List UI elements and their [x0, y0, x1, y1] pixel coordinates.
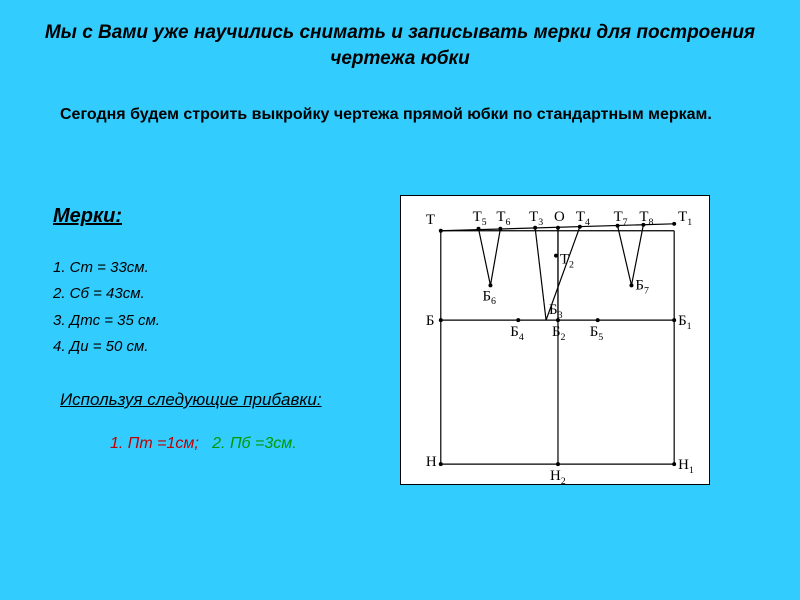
svg-text:Н1: Н1	[678, 457, 694, 476]
allowances-heading: Используя следующие прибавки:	[60, 390, 322, 410]
allowances-values: 1. Пт =1см; 2. Пб =3см.	[110, 435, 297, 453]
svg-text:О: О	[554, 209, 565, 225]
slide-title: Мы с Вами уже научились снимать и записы…	[40, 20, 760, 71]
svg-text:Т4: Т4	[576, 209, 590, 228]
svg-text:Н: Н	[426, 454, 437, 470]
list-item: 1. Ст = 33см.	[53, 255, 160, 281]
svg-text:Б1: Б1	[678, 313, 692, 332]
allowance-pb: 2. Пб =3см.	[212, 435, 296, 452]
list-item: 3. Дтс = 35 см.	[53, 308, 160, 334]
list-item: 2. Сб = 43см.	[53, 281, 160, 307]
allowance-pt: 1. Пт =1см;	[110, 435, 199, 452]
svg-text:Б6: Б6	[483, 288, 497, 307]
svg-text:Т2: Т2	[560, 252, 574, 271]
svg-text:Т1: Т1	[678, 209, 692, 228]
slide-subtitle: Сегодня будем строить выкройку чертежа п…	[60, 105, 740, 126]
svg-text:Т: Т	[426, 212, 435, 228]
measurements-list: 1. Ст = 33см. 2. Сб = 43см. 3. Дтс = 35 …	[53, 255, 160, 360]
svg-text:Б5: Б5	[590, 324, 604, 343]
svg-text:Б3: Б3	[549, 302, 563, 321]
list-item: 4. Ди = 50 см.	[53, 334, 160, 360]
skirt-pattern-diagram: ТТ5Т6Т3ОТ4Т7Т8Т1Т2ББ6Б4Б3Б2Б5Б7Б1НН2Н1	[400, 195, 710, 485]
svg-text:Б7: Б7	[635, 277, 649, 296]
svg-text:Б2: Б2	[552, 324, 566, 343]
svg-text:Т3: Т3	[529, 209, 543, 228]
slide: Мы с Вами уже научились снимать и записы…	[0, 0, 800, 600]
svg-text:Н2: Н2	[550, 468, 566, 484]
svg-text:Т6: Т6	[496, 209, 510, 228]
svg-text:Б4: Б4	[510, 324, 524, 343]
svg-text:Б: Б	[426, 313, 435, 329]
svg-text:Т5: Т5	[473, 209, 487, 228]
measurements-heading: Мерки:	[53, 205, 122, 228]
